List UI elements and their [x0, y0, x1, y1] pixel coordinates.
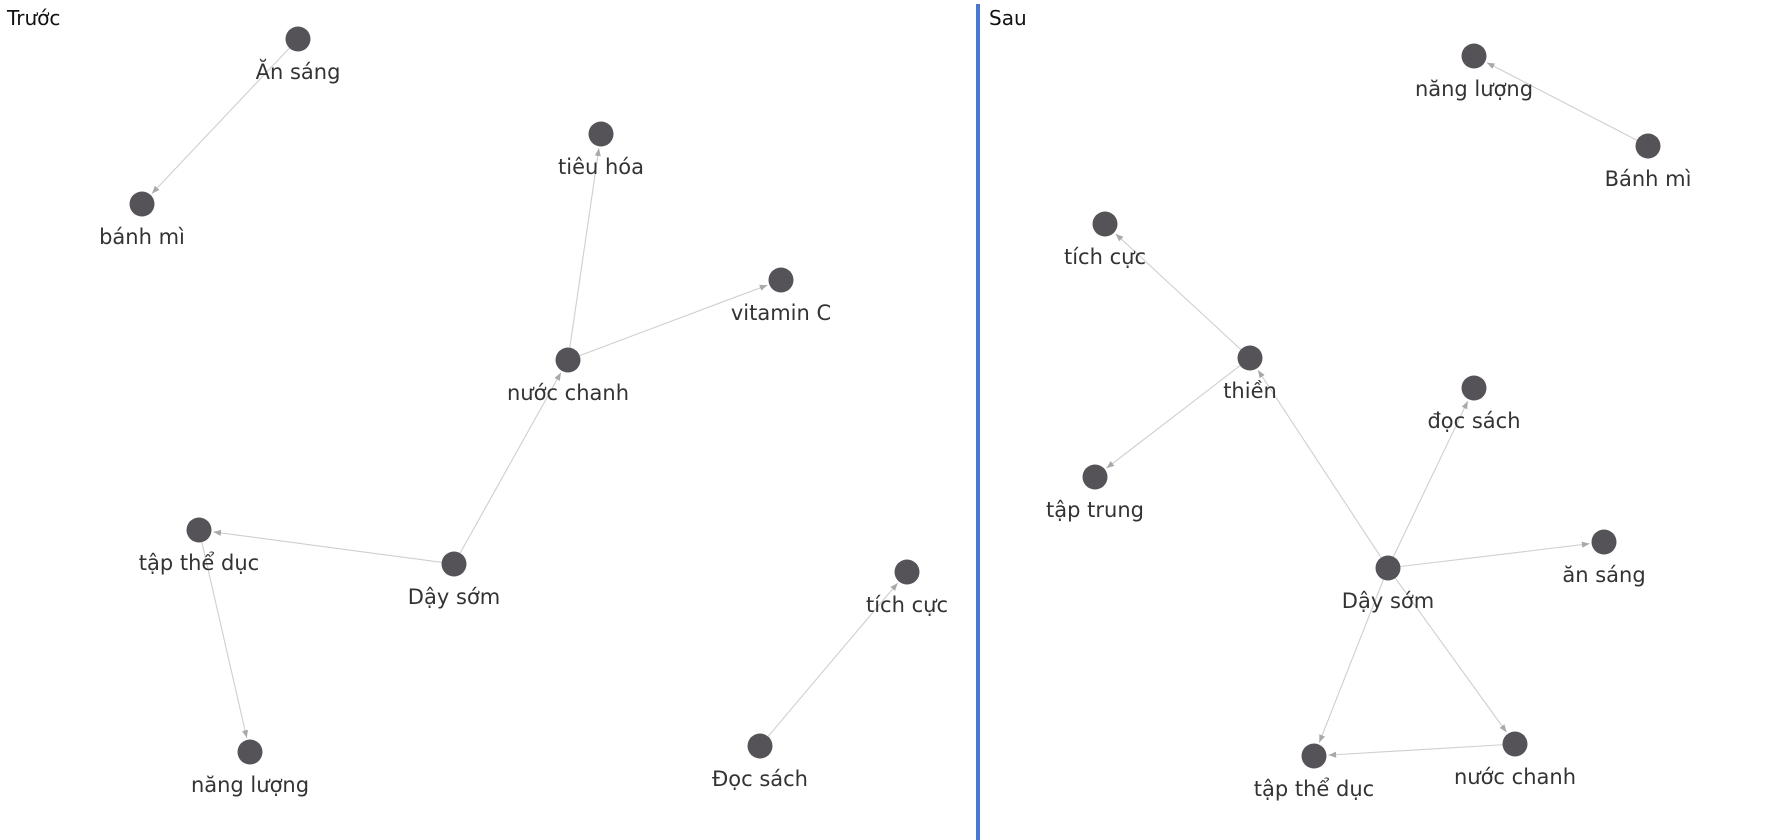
node-circle[interactable] [1375, 555, 1401, 581]
node-an-sang[interactable]: ăn sáng [1562, 529, 1646, 588]
node-nang-luong[interactable]: năng lượng [191, 739, 309, 798]
edge-nuoc-chanh-to-vitamin-c [579, 284, 768, 357]
node-label: năng lượng [1415, 77, 1533, 101]
node-circle[interactable] [1237, 345, 1263, 371]
edge-nuoc-chanh-to-tieu-hoa [569, 148, 601, 348]
node-day-som[interactable]: Dậy sớm [1342, 555, 1434, 614]
node-label: tập thể dục [1254, 777, 1374, 801]
edge-day-som-to-doc-sach [1392, 400, 1469, 557]
node-circle[interactable] [1591, 529, 1617, 555]
node-circle[interactable] [1635, 133, 1661, 159]
edge-nuoc-chanh-to-tap-the-duc [1328, 744, 1503, 758]
node-nuoc-chanh[interactable]: nước chanh [1454, 731, 1576, 790]
node-thien[interactable]: thiền [1223, 345, 1277, 404]
node-tich-cuc[interactable]: tích cực [1064, 211, 1146, 270]
node-banh-mi[interactable]: bánh mì [99, 191, 185, 250]
node-label: tiêu hóa [558, 155, 644, 179]
node-circle[interactable] [237, 739, 263, 765]
node-tich-cuc[interactable]: tích cực [866, 559, 948, 618]
after-panel: Sau năng lượng Bánh mì tích cực thiền đọc sá… [982, 0, 1790, 840]
node-label: tích cực [866, 593, 948, 617]
node-tap-the-duc[interactable]: tập thể dục [139, 517, 259, 576]
node-nang-luong[interactable]: năng lượng [1415, 43, 1533, 102]
node-circle[interactable] [1301, 743, 1327, 769]
node-circle[interactable] [129, 191, 155, 217]
before-graph: Ăn sáng bánh mì tiêu hóa vitamin C nước chan… [99, 26, 948, 798]
node-label: Đọc sách [712, 767, 808, 791]
node-circle[interactable] [768, 267, 794, 293]
node-label: Ăn sáng [256, 58, 341, 84]
node-circle[interactable] [588, 121, 614, 147]
edge-an-sang-to-banh-mi [151, 47, 290, 194]
node-tieu-hoa[interactable]: tiêu hóa [558, 121, 644, 180]
before-panel-title: Trước [7, 6, 61, 30]
node-circle[interactable] [285, 26, 311, 52]
node-circle[interactable] [555, 347, 581, 373]
edge-day-som-to-tap-the-duc [1318, 579, 1384, 743]
node-label: tập thể dục [139, 551, 259, 575]
node-circle[interactable] [1092, 211, 1118, 237]
edge-tap-the-duc-to-nang-luong [201, 542, 249, 738]
node-circle[interactable] [441, 551, 467, 577]
node-tap-trung[interactable]: tập trung [1046, 464, 1144, 523]
after-graph: năng lượng Bánh mì tích cực thiền đọc sách tậ… [1046, 43, 1692, 802]
node-label: thiền [1223, 379, 1277, 403]
node-circle[interactable] [747, 733, 773, 759]
node-label: đọc sách [1427, 409, 1520, 433]
node-nuoc-chanh[interactable]: nước chanh [507, 347, 629, 406]
node-label: ăn sáng [1562, 563, 1645, 587]
node-doc-sach[interactable]: đọc sách [1427, 375, 1521, 434]
node-circle[interactable] [186, 517, 212, 543]
node-label: Dậy sớm [1342, 589, 1434, 613]
node-label: nước chanh [1454, 765, 1576, 789]
edge-day-som-to-nuoc-chanh [1394, 577, 1507, 733]
node-label: Bánh mì [1605, 167, 1692, 191]
edge-thien-to-tap-trung [1106, 365, 1241, 469]
node-label: tích cực [1064, 245, 1146, 269]
node-label: nước chanh [507, 381, 629, 405]
node-doc-sach[interactable]: Đọc sách [712, 733, 808, 792]
edge-banh-mi-to-nang-luong [1486, 62, 1638, 141]
node-label: bánh mì [99, 225, 185, 249]
node-day-som[interactable]: Dậy sớm [408, 551, 500, 610]
node-circle[interactable] [1082, 464, 1108, 490]
node-tap-the-duc[interactable]: tập thể dục [1254, 743, 1374, 802]
node-label: vitamin C [731, 301, 831, 325]
node-label: năng lượng [191, 773, 309, 797]
node-label: tập trung [1046, 498, 1144, 522]
node-circle[interactable] [1461, 375, 1487, 401]
node-circle[interactable] [894, 559, 920, 585]
edge-day-som-to-thien [1257, 369, 1382, 558]
node-label: Dậy sớm [408, 585, 500, 609]
node-banh-mi[interactable]: Bánh mì [1605, 133, 1692, 192]
node-circle[interactable] [1461, 43, 1487, 69]
edge-day-som-to-an-sang [1400, 541, 1590, 568]
edge-doc-sach-to-tich-cuc [767, 582, 899, 737]
after-panel-title: Sau [989, 6, 1027, 30]
edge-day-som-to-nuoc-chanh [459, 372, 562, 554]
edge-thien-to-tich-cuc [1115, 233, 1242, 350]
panel-divider [976, 4, 980, 840]
node-vitamin-c[interactable]: vitamin C [731, 267, 831, 326]
before-panel: Trước Ăn sáng bánh mì tiêu hóa vitamin C nướ… [7, 6, 948, 798]
edge-day-som-to-tap-the-duc [213, 529, 442, 563]
node-an-sang[interactable]: Ăn sáng [256, 26, 341, 85]
node-circle[interactable] [1502, 731, 1528, 757]
